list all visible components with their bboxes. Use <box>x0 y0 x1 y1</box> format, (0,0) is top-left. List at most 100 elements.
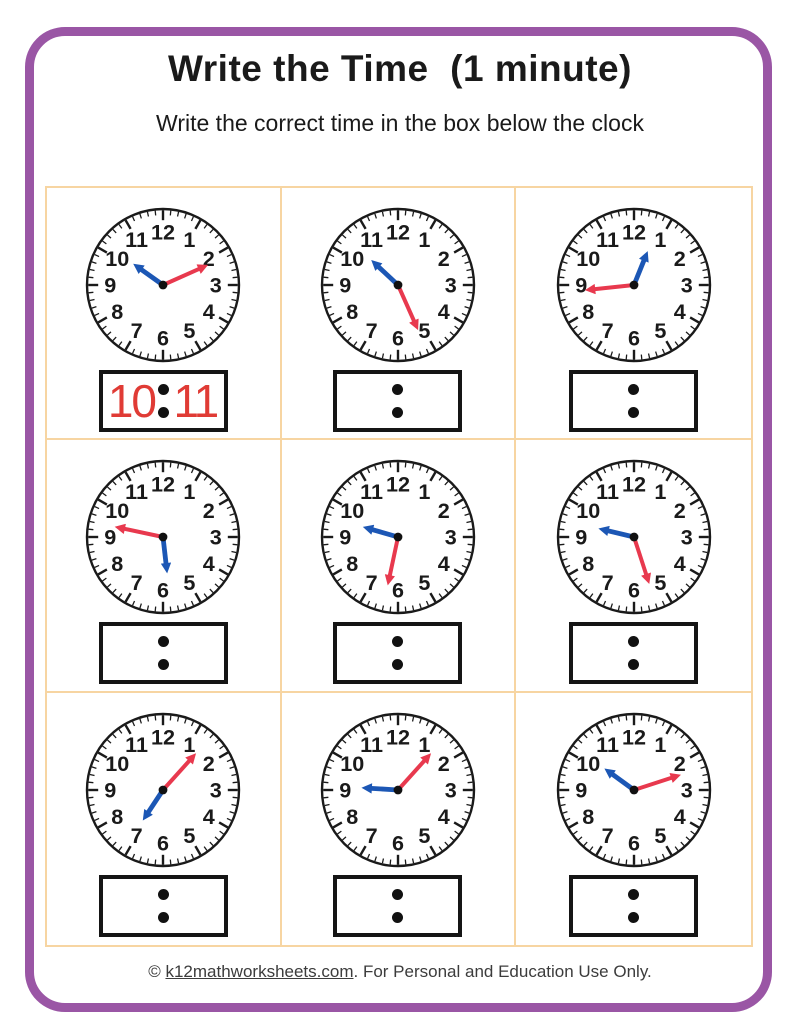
minute-tick <box>674 845 679 851</box>
clock-center-dot <box>393 532 403 542</box>
minute-tick <box>429 471 437 482</box>
minute-tick <box>466 803 472 806</box>
minute-tick <box>219 492 225 497</box>
clock-numeral: 6 <box>392 578 404 603</box>
answer-box[interactable] <box>333 874 463 937</box>
minute-tick <box>94 253 100 258</box>
clock-numeral: 7 <box>131 318 143 343</box>
minute-tick <box>583 336 588 342</box>
colon-dot <box>157 888 169 900</box>
minute-tick <box>229 558 235 562</box>
minute-tick <box>560 551 566 554</box>
minute-tick <box>562 765 568 769</box>
minute-hand <box>161 752 197 791</box>
minute-tick <box>680 336 685 342</box>
minute-hand <box>633 772 681 792</box>
answer-box[interactable] <box>98 622 228 685</box>
colon-separator <box>155 384 172 418</box>
minute-tick <box>227 565 232 569</box>
minute-tick <box>689 821 700 829</box>
answer-box[interactable]: 10 11 <box>98 370 228 432</box>
clock-numeral: 11 <box>596 731 619 756</box>
minute-tick <box>609 603 613 609</box>
answer-box[interactable] <box>98 874 228 937</box>
answer-box[interactable] <box>333 370 463 432</box>
clock-center-dot <box>629 280 639 290</box>
minute-tick <box>661 721 665 726</box>
minute-tick <box>341 331 347 336</box>
minute-tick <box>685 486 690 491</box>
minute-tick <box>326 261 332 264</box>
answer-box[interactable] <box>569 622 699 685</box>
clock-center-dot <box>393 785 403 795</box>
minute-tick <box>326 306 332 309</box>
minute-tick <box>218 821 229 829</box>
minute-tick <box>572 492 578 497</box>
minute-tick <box>577 486 583 491</box>
minute-tick <box>329 506 335 510</box>
minute-tick <box>194 592 202 603</box>
minute-tick <box>464 513 470 517</box>
colon-dot <box>392 384 404 395</box>
minute-tick <box>177 211 180 217</box>
minute-tick <box>324 298 330 302</box>
minute-tick <box>583 733 588 739</box>
clock-numeral: 8 <box>582 804 594 829</box>
minute-tick <box>90 298 95 302</box>
minute-tick <box>680 481 685 486</box>
minute-tick <box>453 316 464 324</box>
minute-tick <box>94 817 100 821</box>
clock-numeral: 8 <box>112 299 124 324</box>
minute-tick <box>466 298 472 302</box>
minute-tick <box>229 513 235 517</box>
clock-center-dot <box>158 280 168 290</box>
minute-tick <box>665 724 673 735</box>
answer-box[interactable] <box>569 370 699 432</box>
minute-tick <box>231 773 237 776</box>
minute-tick <box>595 340 603 351</box>
minute-tick <box>464 810 470 814</box>
clock-numeral: 2 <box>673 498 685 523</box>
clock-numeral: 2 <box>673 751 685 776</box>
colon-dot <box>628 384 640 395</box>
clock-cell-row1-col3: 1 2 3 4 5 6 7 8 9 10 11 12 <box>516 188 751 441</box>
minute-tick <box>107 331 112 336</box>
clock-numeral: 9 <box>575 525 587 550</box>
hour-hand <box>133 263 165 287</box>
minute-tick <box>674 476 679 482</box>
minute-tick <box>147 605 150 611</box>
minute-tick <box>689 316 700 324</box>
minute-tick <box>231 521 237 524</box>
minute-tick <box>674 341 679 346</box>
minute-tick <box>701 773 707 776</box>
answer-box[interactable] <box>569 874 699 937</box>
minute-tick <box>132 853 136 859</box>
minute-tick <box>218 316 229 324</box>
clock-center-dot <box>393 280 403 290</box>
minute-tick <box>203 728 208 734</box>
answer-box[interactable] <box>333 622 463 685</box>
minute-tick <box>444 481 449 486</box>
minute-tick <box>353 593 358 599</box>
minute-tick <box>425 601 429 606</box>
minute-tick <box>560 521 566 524</box>
clock-numeral: 11 <box>126 227 149 252</box>
minute-tick <box>191 468 195 474</box>
minute-tick <box>118 728 123 734</box>
minute-tick <box>366 853 371 859</box>
minute-tick <box>464 261 470 264</box>
clock-numeral: 2 <box>203 498 215 523</box>
colon-dot <box>628 407 640 418</box>
clock-numeral: 7 <box>131 823 143 848</box>
minute-tick <box>332 568 343 576</box>
website-link[interactable]: k12mathworksheets.com <box>165 962 354 981</box>
minute-tick <box>454 745 459 750</box>
minute-tick <box>337 830 342 835</box>
minute-tick <box>102 325 108 330</box>
minute-tick <box>353 224 358 229</box>
minute-hand <box>115 524 164 540</box>
minute-tick <box>568 751 579 759</box>
minute-tick <box>218 246 229 254</box>
clock-cell-row2-col2: 1 2 3 4 5 6 7 8 9 10 11 12 <box>281 440 517 693</box>
